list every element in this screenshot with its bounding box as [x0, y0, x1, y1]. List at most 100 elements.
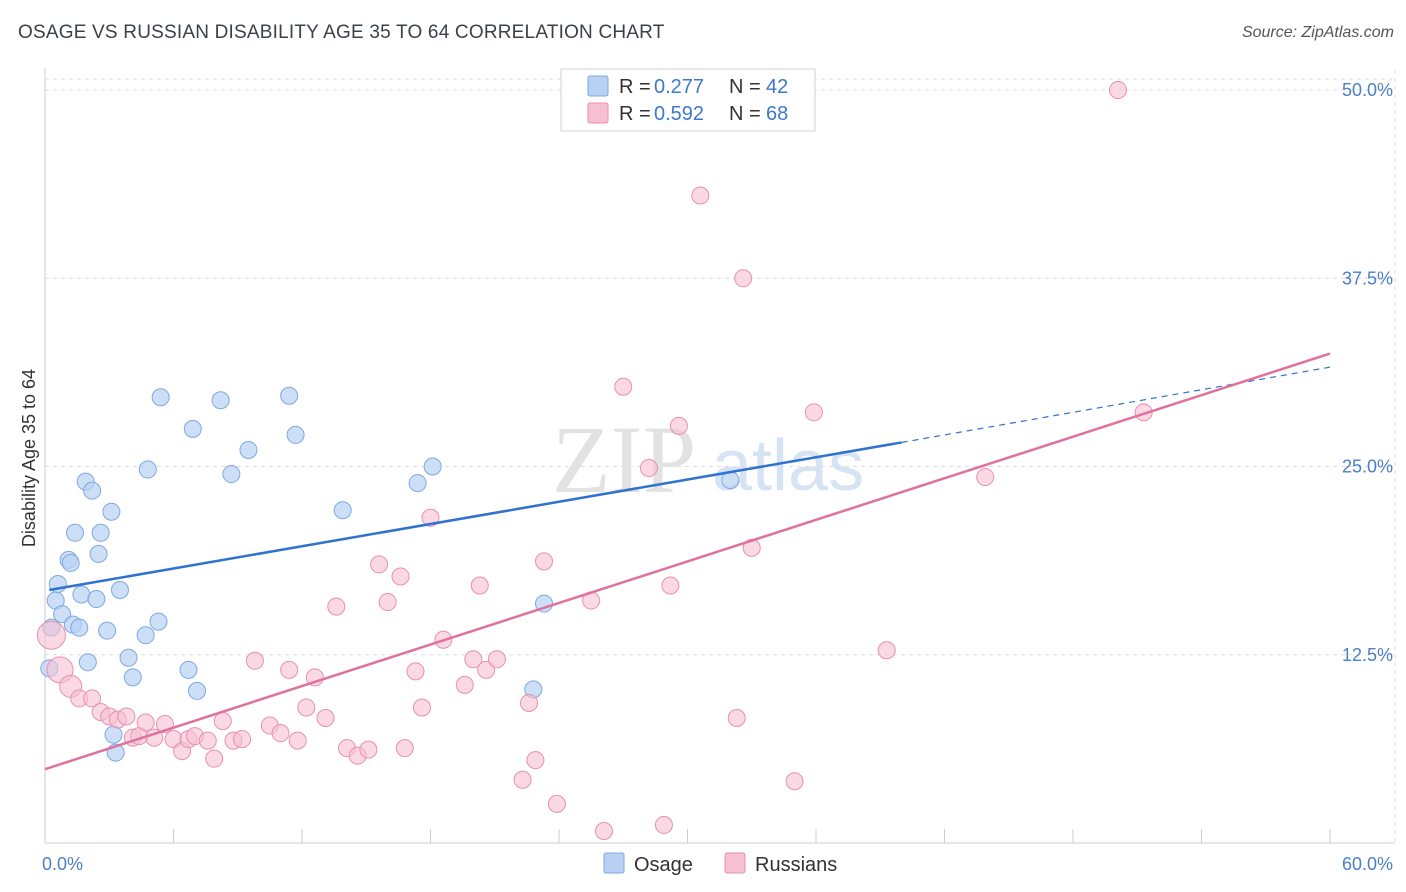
russians-point — [198, 731, 217, 750]
russians-point — [1108, 81, 1127, 100]
russians-point — [213, 712, 232, 731]
russians-point — [316, 709, 335, 728]
russians-point — [594, 821, 613, 840]
osage-point — [65, 523, 84, 542]
russians-point — [395, 739, 414, 758]
russians-r-label: R = — [619, 103, 651, 125]
russians-point — [520, 693, 539, 712]
x-tick-labels: 0.0% 60.0% — [42, 854, 1393, 874]
osage-n-value: 42 — [766, 76, 788, 98]
osage-point — [535, 594, 554, 613]
russians-trend-line — [44, 352, 1331, 771]
russians-point — [421, 508, 440, 527]
osage-point — [87, 590, 106, 609]
russians-point — [271, 724, 290, 743]
russians-point — [391, 567, 410, 586]
russians-point — [297, 698, 316, 717]
stats-legend: R = 0.277 N = 42 R = 0.592 N = 68 — [560, 68, 816, 132]
russians-n-label: N = — [729, 103, 761, 125]
osage-point — [222, 465, 241, 484]
osage-point — [78, 653, 97, 672]
osage-legend-swatch — [587, 75, 609, 97]
osage-point — [136, 626, 155, 645]
russians-point — [691, 186, 710, 205]
osage-point — [151, 388, 170, 407]
russians-legend-swatch — [587, 102, 609, 124]
osage-point — [280, 386, 299, 405]
osage-points — [40, 386, 740, 762]
russians-point — [669, 416, 688, 435]
watermark: ZIP atlas — [552, 406, 864, 513]
osage-point — [53, 605, 72, 624]
russians-point — [464, 650, 483, 669]
x-tick-label-min: 0.0% — [42, 854, 83, 874]
osage-point — [179, 660, 198, 679]
russians-point — [280, 660, 299, 679]
osage-bottom-swatch — [603, 852, 625, 874]
osage-point — [149, 612, 168, 631]
watermark-atlas: atlas — [712, 426, 864, 506]
russians-point — [547, 794, 566, 813]
osage-point — [286, 425, 305, 444]
russians-legend-label: Russians — [755, 854, 837, 876]
osage-point — [333, 501, 352, 520]
osage-r-value: 0.277 — [654, 76, 704, 98]
y-axis-title: Disability Age 35 to 64 — [19, 369, 39, 547]
osage-point — [110, 581, 129, 600]
russians-point — [327, 597, 346, 616]
osage-point — [423, 457, 442, 476]
russians-point — [205, 749, 224, 768]
russians-point — [734, 269, 753, 288]
russians-point — [136, 713, 155, 732]
osage-trend-extension — [901, 366, 1331, 444]
russians-point — [378, 593, 397, 612]
russians-point — [661, 576, 680, 595]
russians-point — [727, 709, 746, 728]
osage-point — [211, 391, 230, 410]
osage-point — [188, 681, 207, 700]
osage-point — [138, 460, 157, 479]
russians-point — [785, 772, 804, 791]
osage-point — [119, 648, 138, 667]
russians-point — [470, 576, 489, 595]
russians-point — [370, 555, 389, 574]
russians-point — [412, 698, 431, 717]
osage-point — [239, 440, 258, 459]
source-credit: Source: ZipAtlas.com — [1241, 24, 1394, 41]
russians-bottom-swatch — [724, 852, 746, 874]
y-tick-labels: 12.5% 25.0% 37.5% 50.0% — [1342, 80, 1393, 665]
trend-lines — [44, 352, 1331, 771]
russians-point — [36, 620, 66, 650]
russians-point — [877, 641, 896, 660]
russians-point — [526, 751, 545, 770]
russians-r-value: 0.592 — [654, 103, 704, 125]
russians-point — [654, 815, 673, 834]
russians-point — [477, 660, 496, 679]
russians-point — [614, 377, 633, 396]
russians-point — [245, 651, 264, 670]
russians-point — [288, 731, 307, 750]
y-tick-label: 12.5% — [1342, 645, 1393, 665]
russians-point — [359, 740, 378, 759]
osage-r-label: R = — [619, 76, 651, 98]
russians-point — [639, 459, 658, 478]
russians-point — [406, 662, 425, 681]
osage-point — [98, 621, 117, 640]
russians-point — [83, 689, 102, 708]
series-legend: Osage Russians — [603, 852, 837, 876]
y-tick-label: 25.0% — [1342, 457, 1393, 477]
osage-point — [61, 553, 80, 572]
osage-n-label: N = — [729, 76, 761, 98]
osage-trend-line — [49, 441, 902, 592]
osage-point — [102, 502, 121, 521]
y-tick-label: 50.0% — [1342, 80, 1393, 100]
osage-point — [83, 481, 102, 500]
russians-point — [513, 770, 532, 789]
russians-point — [976, 468, 995, 487]
osage-point — [104, 725, 123, 744]
russians-point — [804, 403, 823, 422]
osage-point — [123, 668, 142, 687]
russians-point — [487, 650, 506, 669]
russians-point — [117, 707, 136, 726]
